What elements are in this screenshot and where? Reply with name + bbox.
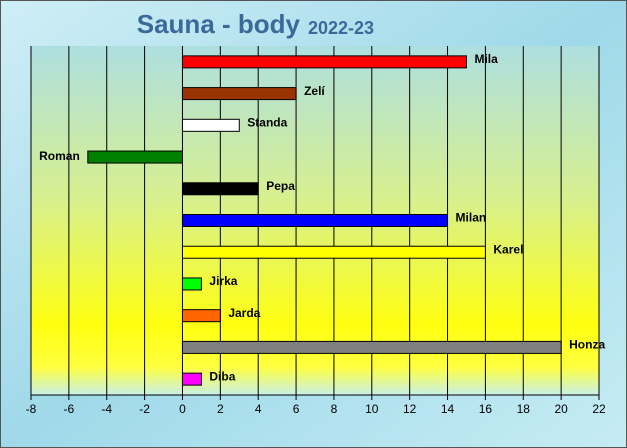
chart-title: Sauna - body xyxy=(137,9,301,39)
bar xyxy=(181,372,202,386)
bar xyxy=(181,309,221,323)
x-tick-label: 2 xyxy=(217,402,224,416)
bar xyxy=(181,118,240,132)
bar xyxy=(181,277,202,291)
bar xyxy=(181,55,467,69)
x-tick-label: 10 xyxy=(365,402,379,416)
bar xyxy=(181,182,259,196)
x-tick-label: -2 xyxy=(139,402,150,416)
x-tick-label: 8 xyxy=(331,402,338,416)
chart-subtitle: 2022-23 xyxy=(308,18,374,38)
x-tick-label: 14 xyxy=(441,402,455,416)
x-tick-label: -8 xyxy=(26,402,37,416)
bar-label: Mila xyxy=(474,52,498,66)
x-tick-label: 12 xyxy=(403,402,417,416)
x-tick-label: -6 xyxy=(64,402,75,416)
x-tick-label: 22 xyxy=(592,402,606,416)
x-tick-label: 20 xyxy=(554,402,568,416)
bar xyxy=(181,87,297,101)
bar xyxy=(87,150,183,164)
bar-label: Pepa xyxy=(266,179,295,193)
bar-label: Jarda xyxy=(228,306,260,320)
bar-label: Milan xyxy=(456,211,487,225)
x-tick-label: -4 xyxy=(101,402,112,416)
bar-label: Standa xyxy=(247,115,287,129)
x-tick-label: 0 xyxy=(179,402,186,416)
x-tick-label: 6 xyxy=(293,402,300,416)
bar-label: Jirka xyxy=(209,274,237,288)
bar-label: Diba xyxy=(209,369,235,383)
bar-label: Honza xyxy=(569,338,605,352)
bar-label: Zelí xyxy=(304,84,325,98)
x-tick-label: 16 xyxy=(479,402,493,416)
bar xyxy=(181,340,562,354)
x-tick-label: 18 xyxy=(517,402,531,416)
bar-label: Roman xyxy=(39,149,80,163)
bar-label: Karel xyxy=(493,242,523,256)
x-tick-label: 4 xyxy=(255,402,262,416)
bar xyxy=(181,214,449,227)
bar xyxy=(181,245,486,259)
